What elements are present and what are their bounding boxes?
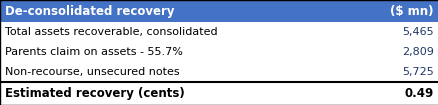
Text: Non-recourse, unsecured notes: Non-recourse, unsecured notes <box>5 67 179 77</box>
Text: Total assets recoverable, consolidated: Total assets recoverable, consolidated <box>5 27 217 37</box>
Text: Parents claim on assets - 55.7%: Parents claim on assets - 55.7% <box>5 47 183 57</box>
Text: 2,809: 2,809 <box>401 47 433 57</box>
Text: De-consolidated recovery: De-consolidated recovery <box>5 5 174 18</box>
Text: 5,725: 5,725 <box>401 67 433 77</box>
Bar <box>0 82 438 105</box>
Text: ($ mn): ($ mn) <box>390 5 433 18</box>
Text: Estimated recovery (cents): Estimated recovery (cents) <box>5 87 184 100</box>
Bar <box>0 0 438 22</box>
Bar <box>0 22 438 42</box>
Text: 5,465: 5,465 <box>402 27 433 37</box>
Text: 0.49: 0.49 <box>404 87 433 100</box>
Bar <box>0 42 438 62</box>
Bar <box>0 62 438 82</box>
